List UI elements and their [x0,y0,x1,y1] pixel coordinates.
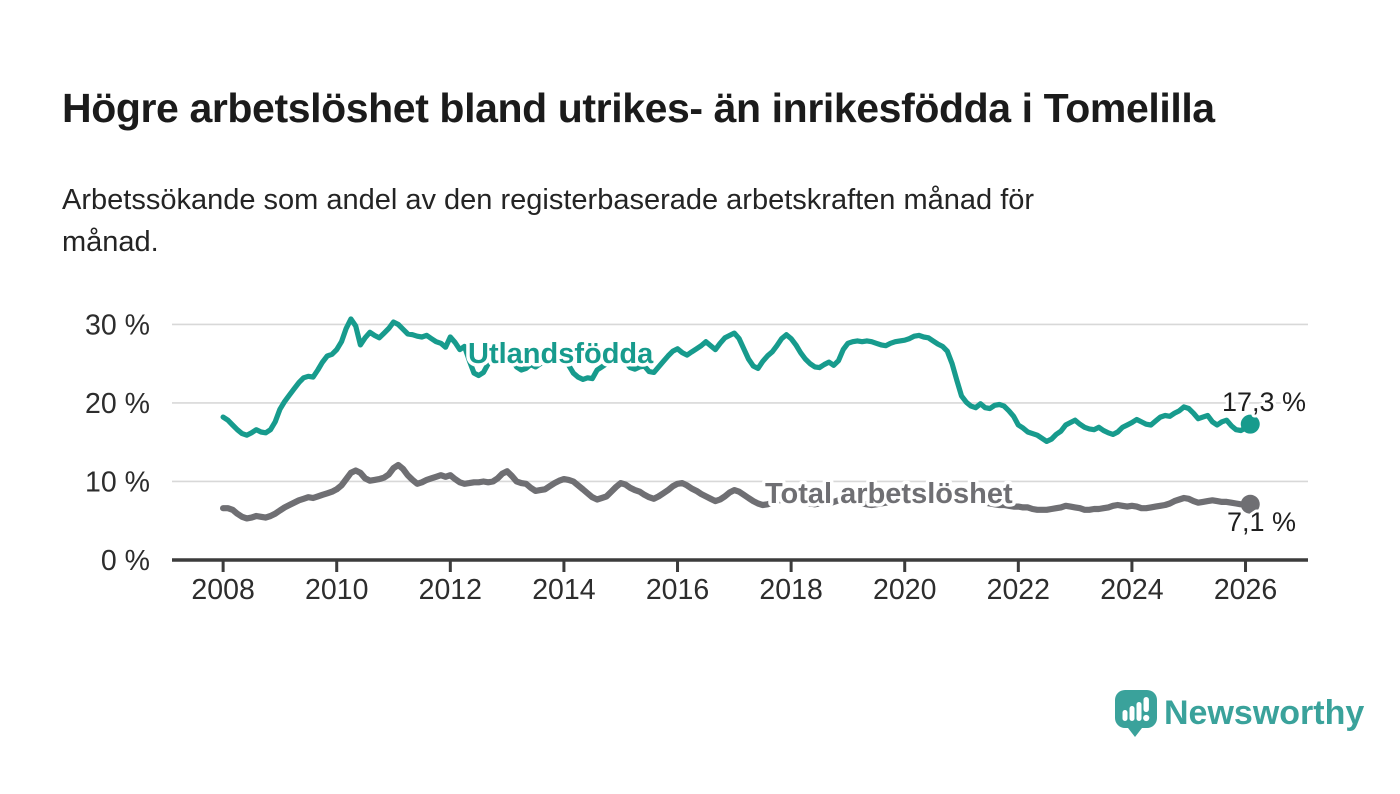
series-line-total [220,461,1254,522]
x-axis-tick-label: 2016 [646,574,709,606]
y-axis-tick-label: 10 % [85,466,150,498]
x-axis-tick-label: 2010 [305,574,368,606]
series-end-dot-total [1240,494,1260,514]
x-axis-tick-label: 2022 [987,574,1050,606]
series-end-dot-utlandsfodda [1240,414,1260,434]
x-axis-tick-label: 2024 [1100,574,1164,606]
x-axis-tick-label: 2026 [1214,574,1277,606]
series-line-utlandsfodda [220,316,1253,444]
newsworthy-brand-name: Newsworthy [1164,694,1365,732]
series-label-total: Total arbetslöshet [765,478,1013,510]
series-label-utlandsfodda: Utlandsfödda [468,338,654,370]
y-axis-tick-label: 30 % [85,309,150,341]
series-end-value-utlandsfodda: 17,3 % [1222,387,1306,417]
newsworthy-logo-icon [1114,689,1158,744]
page-subtitle: Arbetssökande som andel av den registerb… [62,184,1035,259]
x-axis-tick-label: 2020 [873,574,936,606]
x-axis-tick-label: 2012 [419,574,482,606]
y-axis-tick-label: 0 % [101,545,150,577]
page-title: Högre arbetslöshet bland utrikes- än inr… [62,85,1215,132]
x-axis-tick-label: 2018 [759,574,822,606]
series-end-value-total: 7,1 % [1227,507,1296,537]
y-axis-tick-label: 20 % [85,388,150,420]
x-axis-tick-label: 2014 [532,574,596,606]
x-axis-tick-label: 2008 [191,574,254,606]
